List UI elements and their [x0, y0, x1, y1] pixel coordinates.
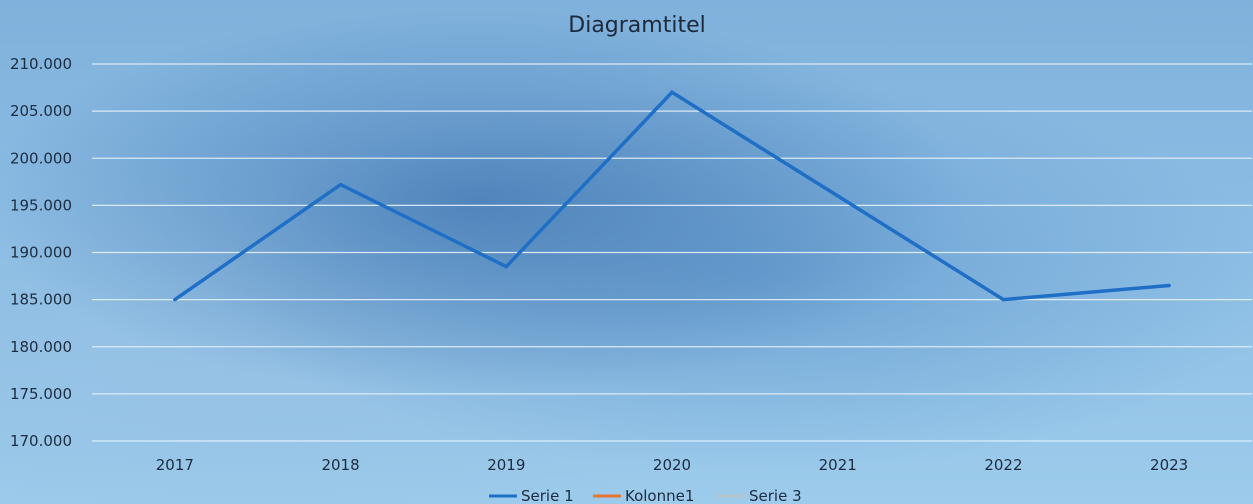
- legend-label: Serie 1: [521, 487, 574, 504]
- y-tick-label: 170.000: [10, 432, 72, 450]
- y-tick-label: 185.000: [10, 291, 72, 309]
- data-point: [173, 298, 177, 302]
- data-point: [670, 90, 674, 94]
- y-tick-label: 195.000: [10, 196, 72, 214]
- x-tick-label: 2019: [487, 456, 525, 474]
- data-point: [504, 265, 508, 269]
- y-tick-label: 175.000: [10, 385, 72, 403]
- x-tick-label: 2022: [984, 456, 1022, 474]
- x-tick-label: 2020: [653, 456, 691, 474]
- data-point: [1167, 283, 1171, 287]
- x-tick-label: 2021: [819, 456, 857, 474]
- legend-label: Serie 3: [749, 487, 802, 504]
- y-tick-label: 200.000: [10, 149, 72, 167]
- grid-layer: [92, 63, 1252, 442]
- chart-title: Diagramtitel: [568, 13, 705, 38]
- legend-label: Kolonne1: [625, 487, 694, 504]
- series-line: [173, 90, 1171, 302]
- x-axis-ticks: 2017 2018 2019 2020 2021 2022 2023: [156, 456, 1188, 474]
- x-tick-label: 2017: [156, 456, 194, 474]
- data-point: [339, 183, 343, 187]
- data-point: [836, 194, 840, 198]
- x-tick-label: 2023: [1150, 456, 1188, 474]
- data-point: [1001, 298, 1005, 302]
- y-axis-ticks: 170.000 175.000 180.000 185.000 190.000 195.0…: [10, 55, 72, 450]
- y-tick-label: 210.000: [10, 55, 72, 73]
- legend: Serie 1 Kolonne1 Serie 3: [489, 487, 802, 504]
- y-tick-label: 190.000: [10, 244, 72, 262]
- series-layer: [173, 90, 1171, 302]
- y-tick-label: 205.000: [10, 102, 72, 120]
- y-tick-label: 180.000: [10, 338, 72, 356]
- x-tick-label: 2018: [321, 456, 359, 474]
